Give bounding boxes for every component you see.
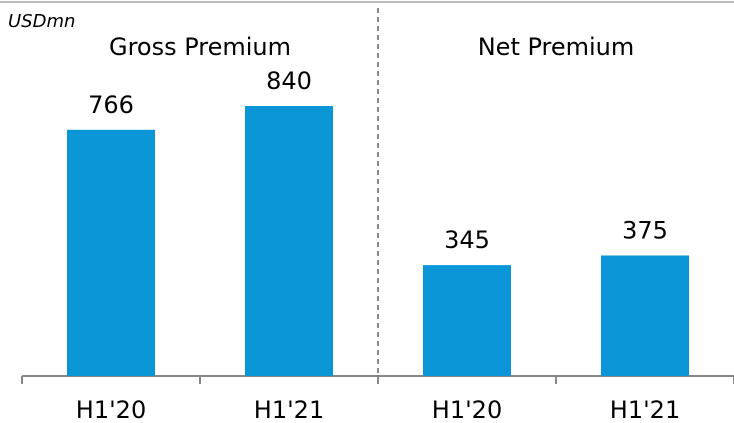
value-label: 375	[622, 216, 668, 244]
x-tick-label: H1'20	[432, 396, 502, 423]
x-tick-label: H1'20	[76, 396, 146, 423]
group-title: Net Premium	[478, 33, 635, 61]
group-title: Gross Premium	[109, 33, 291, 61]
bar	[245, 106, 333, 377]
value-label: 345	[444, 226, 490, 254]
bar	[67, 129, 155, 376]
bar	[601, 255, 689, 376]
value-label: 840	[266, 67, 312, 95]
unit-label: USDmn	[8, 11, 75, 32]
bar	[423, 265, 511, 376]
x-tick-label: H1'21	[610, 396, 680, 423]
value-label: 766	[88, 91, 134, 119]
x-tick-label: H1'21	[254, 396, 324, 423]
